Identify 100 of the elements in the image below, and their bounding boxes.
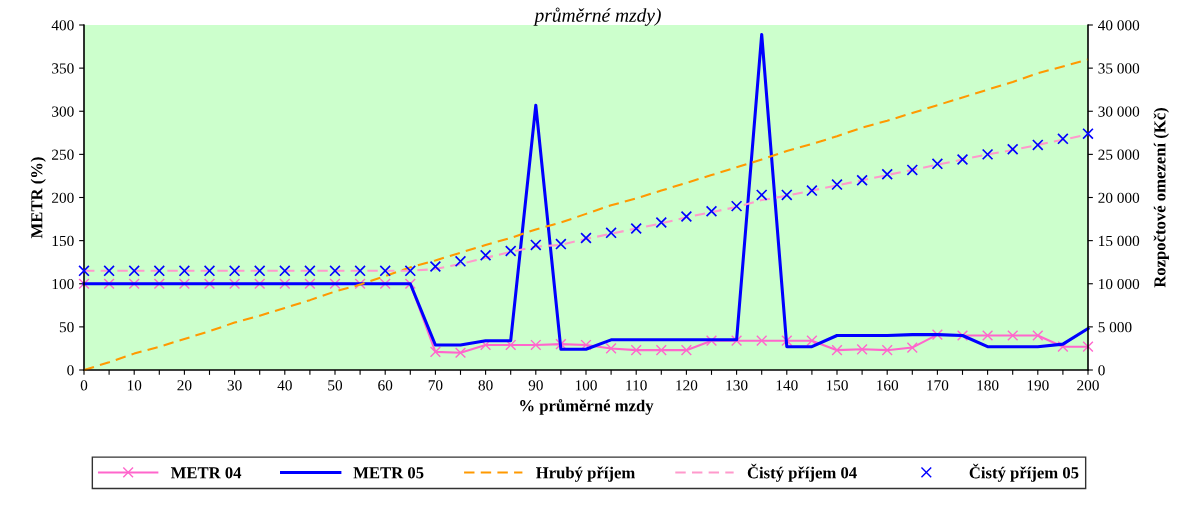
point <box>881 168 893 180</box>
point <box>806 335 818 347</box>
point <box>680 210 693 223</box>
point <box>555 238 567 250</box>
x-tick-label: 140 <box>776 380 798 391</box>
point <box>203 265 216 277</box>
point <box>454 347 467 359</box>
point <box>479 249 492 262</box>
x-tick-label: 10 <box>127 380 142 391</box>
point <box>1032 329 1044 342</box>
y-tick-label: 100 <box>52 278 74 290</box>
point <box>881 344 893 356</box>
point <box>505 339 517 351</box>
x-tick-label: 30 <box>227 380 242 391</box>
point <box>178 265 191 277</box>
legend-label: Čistý příjem 05 <box>969 463 1079 482</box>
point <box>680 344 692 356</box>
point <box>831 344 843 356</box>
point <box>781 335 793 347</box>
point <box>806 184 818 197</box>
point <box>856 343 868 355</box>
point <box>329 278 341 290</box>
y-axis-title: METR (%) <box>30 157 46 239</box>
point <box>103 278 115 290</box>
point <box>1006 143 1019 155</box>
y-tick-label: 200 <box>52 192 74 203</box>
x-tick-label: 200 <box>1077 380 1099 391</box>
y2-tick-label: 20 000 <box>1098 192 1140 203</box>
y2-tick-label: 10 000 <box>1099 278 1140 290</box>
point <box>1082 341 1094 353</box>
point <box>229 278 241 290</box>
point <box>153 265 166 277</box>
point <box>354 265 366 277</box>
point <box>429 346 441 358</box>
point <box>354 278 366 290</box>
y2-tick-label: 25 000 <box>1098 149 1140 160</box>
x-tick-label: 150 <box>826 380 848 391</box>
y2-tick-label: 15 000 <box>1099 235 1140 247</box>
point <box>128 265 140 277</box>
x-tick-label: 130 <box>726 380 748 391</box>
x-tick-label: 180 <box>977 380 999 391</box>
x-tick-label: 160 <box>877 380 899 391</box>
x-tick-label: 190 <box>1027 380 1049 391</box>
y-tick-label: 300 <box>52 106 74 117</box>
point <box>931 158 944 170</box>
x-tick-label: 80 <box>478 380 493 391</box>
point <box>756 335 768 347</box>
point <box>982 329 994 342</box>
x-tick-label: 90 <box>528 380 543 391</box>
legend-label: Čistý příjem 04 <box>747 463 857 482</box>
point <box>705 335 718 347</box>
point <box>931 329 943 341</box>
point <box>329 265 341 277</box>
point <box>730 200 743 212</box>
chart-title: průměrné mzdy) <box>533 7 661 26</box>
x-tick-label: 20 <box>177 380 192 391</box>
point <box>379 265 391 277</box>
y2-tick-label: 40 000 <box>1098 20 1140 31</box>
point <box>755 189 768 201</box>
point <box>906 164 919 176</box>
point <box>781 189 793 201</box>
x-tick-label: 100 <box>575 380 597 391</box>
point <box>580 339 592 351</box>
point <box>279 265 291 277</box>
point <box>981 148 994 161</box>
point <box>956 329 969 342</box>
point <box>831 178 843 191</box>
y2-axis-title: Rozpočtové omezení (Kč) <box>1153 107 1169 288</box>
point <box>379 278 391 290</box>
point <box>630 222 642 235</box>
y2-tick-label: 0 <box>1098 365 1105 376</box>
point <box>304 278 316 290</box>
point <box>454 255 467 268</box>
point <box>78 265 90 277</box>
x-tick-label: 120 <box>676 380 698 391</box>
y-tick-label: 150 <box>52 235 74 247</box>
x-tick-label: 40 <box>277 380 292 391</box>
point <box>605 227 617 239</box>
point <box>605 342 617 354</box>
point <box>956 153 969 166</box>
point <box>153 278 165 290</box>
point <box>1057 341 1069 353</box>
legend-label: Hrubý příjem <box>536 466 635 482</box>
point <box>731 335 743 347</box>
y2-tick-label: 30 000 <box>1098 106 1140 117</box>
point <box>655 344 667 356</box>
point <box>1057 133 1069 145</box>
point <box>404 278 416 290</box>
point <box>530 239 542 251</box>
x-axis-title: % průměrné mzdy <box>520 399 654 415</box>
y2-tick-label: 5 000 <box>1098 322 1132 333</box>
point <box>404 265 417 277</box>
x-tick-label: 50 <box>328 380 343 391</box>
point <box>178 278 190 290</box>
y-tick-label: 0 <box>67 365 74 376</box>
y2-tick-label: 35 000 <box>1098 63 1140 74</box>
point <box>555 338 567 350</box>
legend-label: METR 04 <box>170 467 242 479</box>
y-tick-label: 250 <box>52 149 74 160</box>
point <box>279 278 291 290</box>
